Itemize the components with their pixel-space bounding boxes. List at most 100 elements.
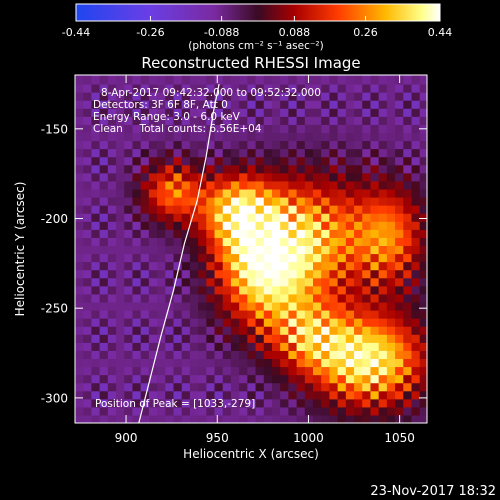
heatmap-cell [345,213,355,222]
heatmap-cell [239,205,248,214]
heatmap-cell [296,390,306,400]
heatmap-cell [296,301,306,311]
heatmap-cell [124,382,134,392]
heatmap-cell [411,406,421,416]
heatmap-cell [313,229,322,238]
heatmap-cell [313,318,322,327]
heatmap-cell [230,318,240,327]
heatmap-cell [132,237,142,247]
heatmap-cell [403,350,413,360]
heatmap-cell [91,390,101,400]
heatmap-cell [321,156,331,166]
heatmap-cell [230,124,240,133]
heatmap-cell [337,293,347,303]
heatmap-cell [247,75,257,85]
heatmap-cell [107,132,117,142]
heatmap-cell [321,213,331,222]
heatmap-cell [403,164,413,174]
heatmap-cell [288,180,298,190]
heatmap-cell [116,285,125,295]
heatmap-cell [337,196,347,206]
heatmap-cell [140,382,150,392]
heatmap-cell [148,108,158,117]
heatmap-cell [132,172,142,182]
heatmap-cell [206,414,216,423]
heatmap-cell [214,261,224,271]
heatmap-cell [378,398,388,408]
heatmap-cell [362,366,372,376]
heatmap-cell [206,342,216,351]
heatmap-cell [91,188,101,198]
heatmap-cell [157,140,166,150]
heatmap-cell [321,398,331,408]
heatmap-cell [313,342,322,351]
heatmap-cell [91,75,101,77]
heatmap-cell [354,414,363,423]
heatmap-cell [83,75,93,77]
heatmap-cell [99,350,109,360]
heatmap-cell [157,301,166,311]
heatmap-cell [280,229,289,238]
heatmap-cell [296,221,306,230]
heatmap-cell [345,156,355,166]
heatmap-cell [329,309,339,319]
heatmap-cell [83,172,93,182]
heatmap-cell [198,92,207,101]
heatmap-cell [189,180,199,190]
heatmap-cell [362,318,372,327]
heatmap-cell [239,261,248,271]
heatmap-cell [329,390,339,400]
heatmap-cell [214,269,224,279]
heatmap-cell [345,342,355,351]
heatmap-cell [271,140,281,150]
heatmap-cell [370,205,380,214]
heatmap-cell [271,374,281,384]
heatmap-cell [165,245,175,255]
heatmap-cell [354,390,363,400]
heatmap-cell [230,350,240,360]
heatmap-cell [288,293,298,303]
heatmap-cell [419,164,427,174]
heatmap-cell [181,180,191,190]
heatmap-cell [280,301,289,311]
heatmap-cell [280,124,289,133]
heatmap-cell [181,83,191,93]
heatmap-cell [157,277,166,287]
heatmap-cell [222,164,232,174]
heatmap-cell [288,75,298,77]
heatmap-cell [304,124,314,133]
heatmap-cell [83,140,93,150]
heatmap-cell [419,334,427,343]
heatmap-cell [362,301,372,311]
heatmap-cell [263,293,273,303]
colorbar-ticks: -0.44 -0.26 -0.088 0.088 0.26 0.44 [62,16,452,39]
heatmap-cell [140,116,150,125]
heatmap-cell [288,390,298,400]
heatmap-cell [304,342,314,351]
heatmap-cell [148,334,158,343]
heatmap-cell [280,213,289,222]
heatmap-cell [132,318,142,327]
heatmap-cell [386,326,396,335]
heatmap-cell [304,188,314,198]
heatmap-cell [313,269,322,279]
heatmap-cell [222,261,232,271]
heatmap-cell [354,172,363,182]
heatmap-cell [271,350,281,360]
heatmap-cell [362,205,372,214]
heatmap-cell [395,124,404,133]
heatmap-cell [165,326,175,335]
heatmap-cell [181,229,191,238]
heatmap-cell [395,196,404,206]
heatmap-cell [378,285,388,295]
heatmap-cell [263,221,273,230]
heatmap-cell [214,140,224,150]
heatmap-cell [354,406,363,416]
heatmap-cell [280,326,289,335]
heatmap-cell [140,196,150,206]
heatmap-cell [173,398,183,408]
heatmap-cell [189,261,199,271]
heatmap-cell [345,318,355,327]
heatmap-cell [91,156,101,166]
heatmap-cell [91,116,101,125]
